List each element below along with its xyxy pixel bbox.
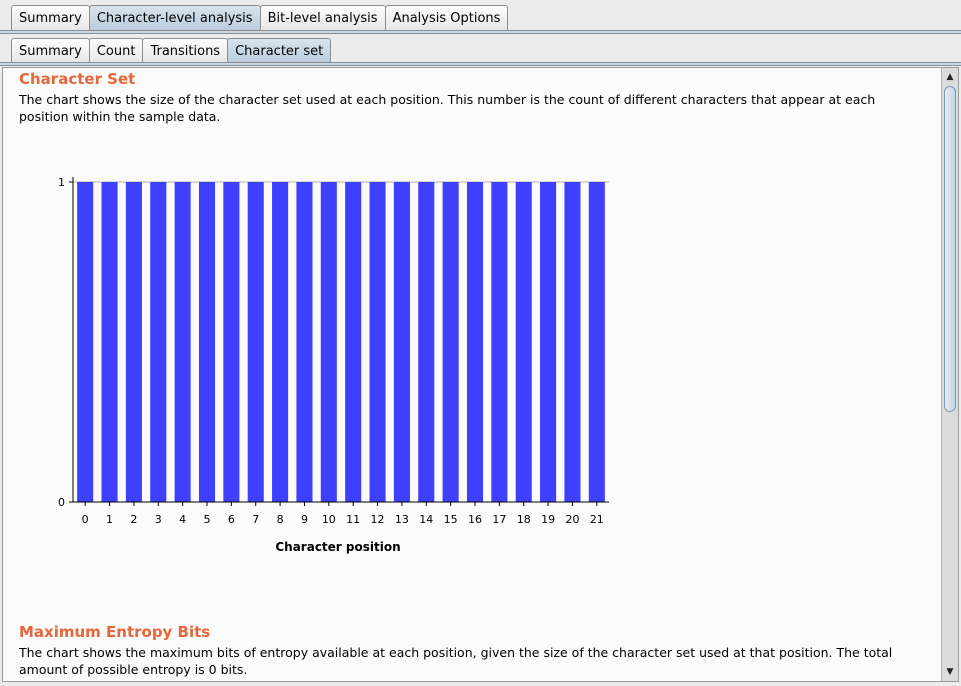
chart-y-tick-label: 1	[58, 176, 65, 189]
chart-x-tick-label: 7	[252, 513, 259, 526]
chart-bar	[296, 182, 313, 502]
sub-tab-band	[0, 62, 961, 66]
chart-x-tick-label: 14	[419, 513, 433, 526]
chart-bar	[150, 182, 167, 502]
top-tab-bar: Summary Character-level analysis Bit-level…	[11, 5, 961, 31]
chart-bar	[272, 182, 289, 502]
tab-summary[interactable]: Summary	[11, 5, 90, 31]
chart-x-tick-label: 4	[179, 513, 186, 526]
chart-bar	[369, 182, 386, 502]
chart-x-tick-label: 5	[204, 513, 211, 526]
subtab-count[interactable]: Count	[88, 38, 144, 63]
chart-bar	[418, 182, 435, 502]
max-entropy-section: Maximum Entropy Bits The chart shows the…	[19, 622, 919, 678]
chart-bar	[393, 182, 410, 502]
chart-x-tick-label: 2	[130, 513, 137, 526]
chart-x-tick-label: 12	[371, 513, 385, 526]
tab-analysis-options[interactable]: Analysis Options	[384, 5, 509, 31]
vertical-scrollbar[interactable]: ▲ ▼	[941, 68, 958, 681]
section-description: The chart shows the size of the characte…	[19, 92, 876, 124]
chart-bar	[320, 182, 337, 502]
top-tab-band	[0, 30, 961, 34]
chart-x-tick-label: 21	[590, 513, 604, 526]
chart-x-tick-label: 16	[468, 513, 482, 526]
tab-bit-level-analysis[interactable]: Bit-level analysis	[259, 5, 386, 31]
section-title: Character Set	[19, 70, 136, 88]
tab-character-level-analysis[interactable]: Character-level analysis	[88, 5, 261, 31]
subtab-summary[interactable]: Summary	[11, 38, 90, 63]
chart-bar	[564, 182, 581, 502]
chart-bar	[101, 182, 118, 502]
chart-bar	[125, 182, 142, 502]
chart-bar	[442, 182, 459, 502]
chart-x-tick-label: 17	[492, 513, 506, 526]
chart-x-tick-label: 18	[517, 513, 531, 526]
arrow-up-icon[interactable]: ▲	[946, 72, 954, 82]
chart-x-tick-label: 9	[301, 513, 308, 526]
character-set-chart: 010 1 2 3 4 5 6 7 8 9 10 11 12 13 14 15 16 17 18 19 20 21Char…	[58, 176, 609, 554]
chart-bar	[174, 182, 191, 502]
chart-x-tick-label: 10	[322, 513, 336, 526]
chart-x-tick-label: 20	[565, 513, 579, 526]
chart-x-tick-label: 1	[106, 513, 113, 526]
chart-bar	[515, 182, 532, 502]
chart-x-tick-label: 8	[277, 513, 284, 526]
scrollbar-thumb[interactable]	[944, 86, 956, 412]
chart-bar	[223, 182, 240, 502]
chart-x-tick-label: 19	[541, 513, 555, 526]
chart-x-axis-label: Character position	[275, 540, 400, 554]
chart-bar	[198, 182, 216, 502]
character-set-section: Character Set The chart shows the size o…	[19, 69, 919, 125]
chart-x-tick-label: 0	[82, 513, 89, 526]
arrow-down-icon[interactable]: ▼	[946, 667, 954, 677]
chart-bar	[345, 182, 362, 502]
chart-bar	[466, 182, 484, 502]
chart-y-tick-label: 0	[58, 496, 65, 509]
chart-bar	[491, 182, 508, 502]
chart-x-tick-label: 15	[444, 513, 458, 526]
chart-x-tick-label: 6	[228, 513, 235, 526]
sub-tab-bar: Summary Count Transitions Character set	[11, 38, 961, 63]
chart-x-tick-label: 13	[395, 513, 409, 526]
chart-bar	[77, 182, 94, 502]
chart-bar	[247, 182, 264, 502]
subtab-transitions[interactable]: Transitions	[142, 38, 229, 63]
subtab-character-set[interactable]: Character set	[227, 38, 332, 63]
section-title: Maximum Entropy Bits	[19, 623, 211, 641]
section-description: The chart shows the maximum bits of entr…	[19, 645, 893, 677]
chart-x-tick-label: 11	[346, 513, 360, 526]
chart-x-tick-label: 3	[155, 513, 162, 526]
content-panel: Character Set The chart shows the size o…	[2, 67, 959, 682]
chart-bar	[540, 182, 557, 502]
chart-bar	[588, 182, 605, 502]
